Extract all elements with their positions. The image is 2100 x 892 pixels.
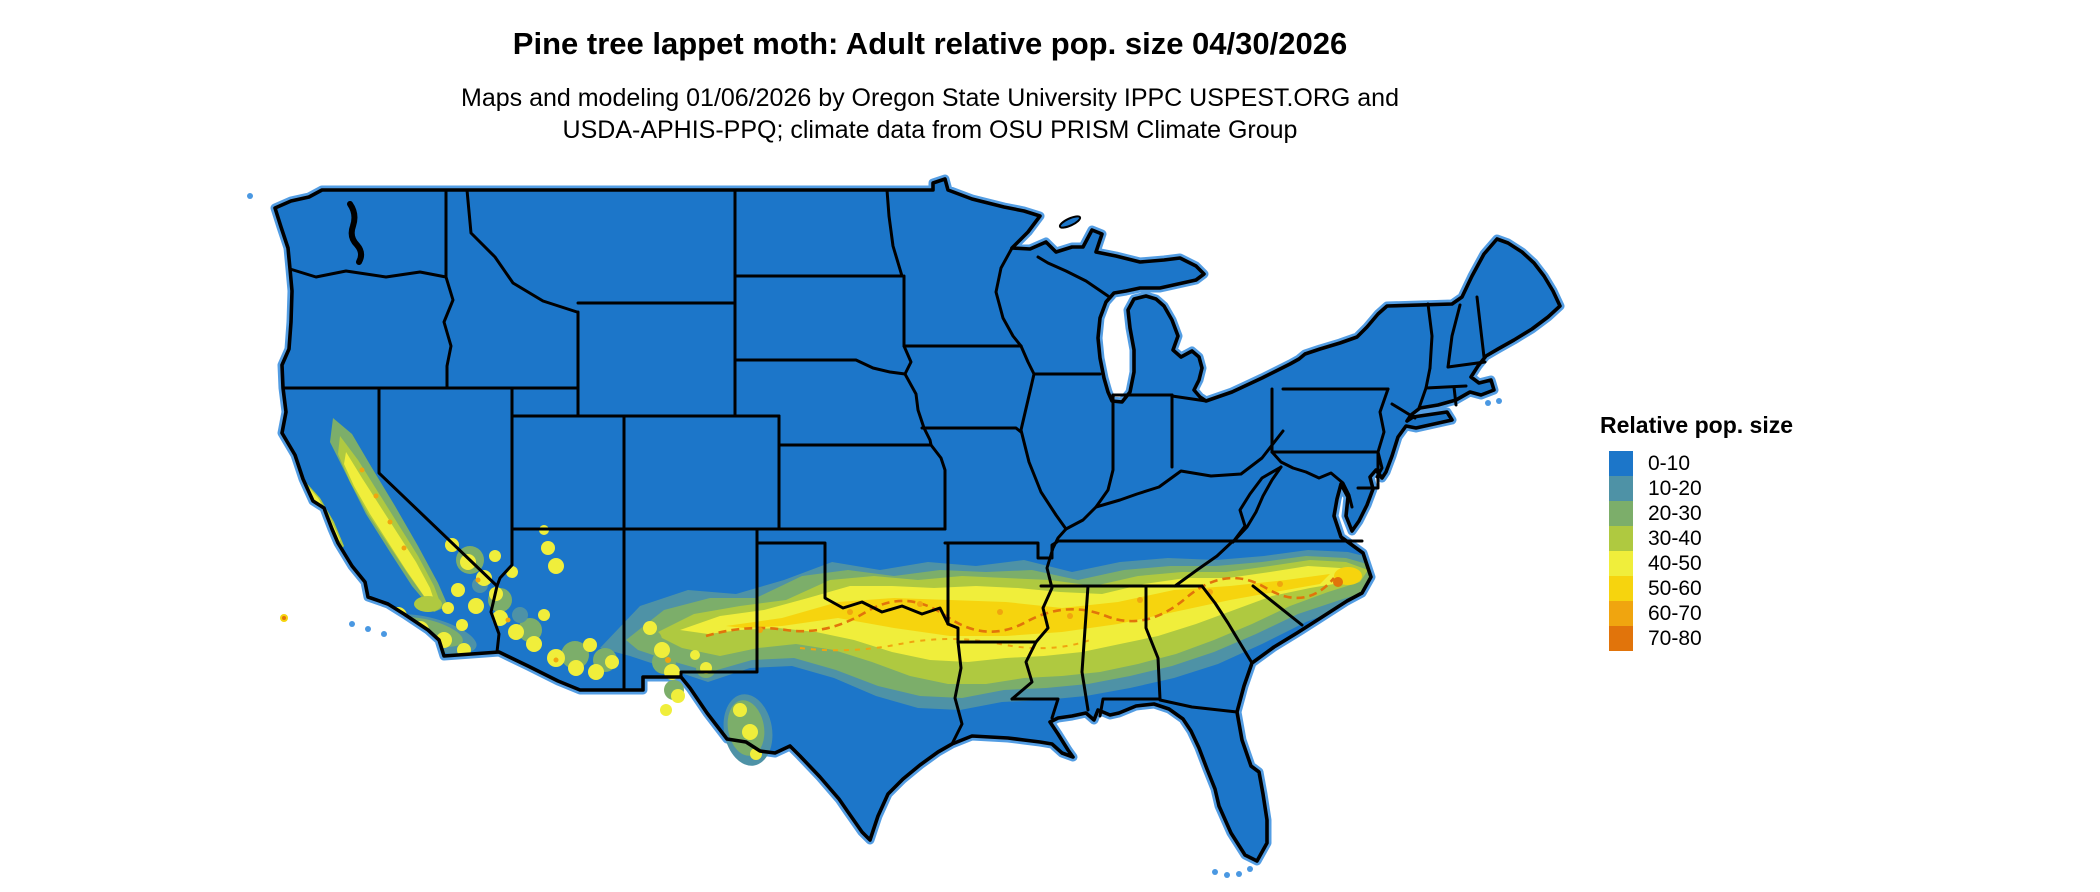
hotspot-dot [847,609,853,615]
legend-swatch [1609,501,1633,526]
hotspot-dot [1067,613,1073,619]
state-borders [281,188,1487,746]
population-raster-bands [296,418,1398,710]
legend-swatch [1609,451,1633,476]
legend-label: 10-20 [1648,477,1702,500]
legend-label: 60-70 [1648,602,1702,625]
legend-label: 40-50 [1648,552,1702,575]
legend-swatch [1609,476,1633,501]
puget-sound [347,201,365,265]
hotspot-dot [373,493,379,499]
offshore-islets [247,193,1502,878]
legend-item: 20-30 [1609,501,1793,526]
us-landmass [275,179,1560,861]
hotspot-dot [1137,597,1143,603]
band-south-50-60 [726,574,1330,636]
legend-title: Relative pop. size [1600,412,1794,438]
band-california-40-50 [344,452,434,600]
legend-item: 50-60 [1609,576,1793,601]
band-california-foot [414,596,442,612]
band-south-60-70-squiggle [799,638,1091,652]
figure-subtitle-line1: Maps and modeling 01/06/2026 by Oregon S… [461,84,1399,112]
legend-swatch [1609,626,1633,651]
legend-item: 10-20 [1609,476,1793,501]
legend-swatch [1609,601,1633,626]
hotspot-nc-coast-orange [1333,577,1343,587]
legend-rows: 0-10 10-20 20-30 30-40 40-50 50-60 60-70 70-80 [1609,451,1793,651]
legend-swatch [1609,551,1633,576]
hotspot-dot [401,545,407,551]
hotspot-dot [997,609,1003,615]
legend-label: 30-40 [1648,527,1702,550]
isle-royale [1058,215,1082,229]
legend-item: 0-10 [1609,451,1793,476]
legend-label: 20-30 [1648,502,1702,525]
us-coastline [273,177,1562,863]
legend-item: 30-40 [1609,526,1793,551]
figure-title: Pine tree lappet moth: Adult relative po… [512,26,1348,61]
legend-swatch [1609,526,1633,551]
figure-subtitle: Maps and modeling 01/06/2026 by Oregon S… [0,82,1860,146]
legend-item: 40-50 [1609,551,1793,576]
hotspot-dot [917,601,923,607]
hotspot-dot [359,467,365,473]
legend-label: 0-10 [1648,452,1691,475]
legend-swatch [1609,576,1633,601]
figure-subtitle-line2: USDA-APHIS-PPQ; climate data from OSU PR… [562,116,1298,144]
legend-label: 50-60 [1648,577,1702,600]
legend: Relative pop. size 0-10 10-20 20-30 30-40 40… [1600,412,1793,651]
hotspot-dot [1277,581,1283,587]
legend-item: 60-70 [1609,601,1793,626]
band-south-70-80-squiggle [705,576,1336,638]
hotspot-dot [387,519,393,525]
legend-item: 70-80 [1609,626,1793,651]
legend-label: 70-80 [1648,627,1702,650]
